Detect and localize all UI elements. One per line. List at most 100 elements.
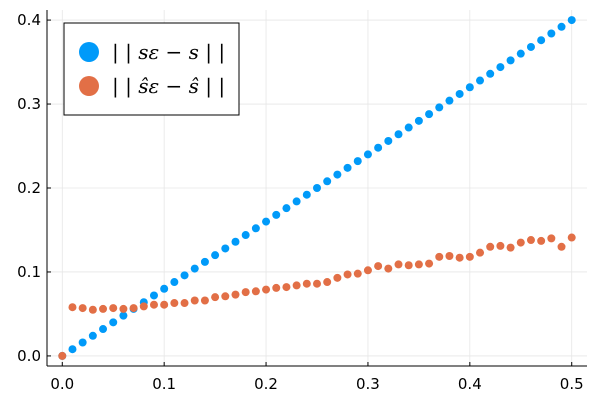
- data-point-series-2: [455, 253, 464, 262]
- data-point-series-2: [58, 351, 67, 360]
- data-point-series-1: [313, 184, 321, 192]
- data-point-series-1: [384, 136, 393, 145]
- data-point-series-2: [119, 304, 128, 313]
- data-point-series-1: [363, 150, 372, 159]
- data-point-series-1: [333, 170, 342, 179]
- x-tick-label: 0.4: [458, 375, 482, 393]
- data-point-series-2: [282, 283, 291, 292]
- data-point-series-2: [404, 261, 413, 270]
- y-tick-label: 0.4: [17, 11, 41, 29]
- data-point-series-2: [313, 279, 321, 288]
- data-point-series-1: [170, 278, 179, 287]
- x-tick-label: 0.0: [50, 375, 74, 393]
- data-point-series-1: [88, 331, 97, 340]
- data-point-series-1: [292, 197, 301, 206]
- data-point-series-2: [547, 234, 556, 243]
- data-points: [58, 16, 576, 360]
- x-tick-label: 0.2: [254, 375, 278, 393]
- data-point-series-1: [119, 311, 128, 320]
- data-point-series-2: [394, 260, 403, 269]
- data-point-series-2: [384, 264, 393, 273]
- data-point-series-2: [160, 300, 169, 309]
- data-point-series-2: [557, 242, 566, 251]
- data-point-series-2: [374, 262, 383, 271]
- data-point-series-2: [170, 299, 179, 308]
- data-point-series-1: [180, 271, 189, 280]
- data-point-series-2: [486, 242, 495, 251]
- legend-label-series-1: | | sε − s | |: [112, 40, 225, 65]
- data-point-series-2: [435, 252, 444, 261]
- x-tick-label: 0.5: [560, 375, 584, 393]
- data-point-series-2: [129, 304, 138, 313]
- legend-label-series-2: | | ŝε − ŝ | |: [112, 74, 225, 99]
- data-point-series-1: [231, 237, 240, 246]
- data-point-series-1: [455, 89, 464, 98]
- data-point-series-1: [149, 291, 158, 300]
- data-point-series-1: [200, 257, 209, 266]
- y-tick-label: 0.0: [17, 347, 41, 365]
- data-point-series-1: [516, 49, 525, 58]
- data-point-series-2: [149, 300, 158, 309]
- data-point-series-1: [567, 16, 576, 25]
- data-point-series-1: [496, 63, 505, 72]
- data-point-series-1: [282, 204, 291, 213]
- data-point-series-1: [160, 284, 169, 293]
- data-point-series-1: [78, 338, 87, 347]
- data-point-series-1: [404, 123, 413, 132]
- data-point-series-2: [333, 273, 342, 282]
- data-point-series-2: [190, 296, 199, 305]
- data-point-series-2: [231, 290, 240, 299]
- data-point-series-2: [567, 233, 576, 242]
- data-point-series-2: [99, 304, 108, 313]
- data-point-series-2: [465, 252, 474, 261]
- data-point-series-2: [353, 269, 362, 278]
- data-point-series-2: [292, 281, 301, 290]
- data-point-series-1: [445, 96, 454, 105]
- data-point-series-2: [221, 292, 230, 301]
- data-point-series-2: [200, 296, 209, 305]
- data-point-series-2: [88, 305, 97, 314]
- data-point-series-2: [272, 283, 281, 292]
- data-point-series-2: [251, 287, 260, 296]
- x-tick-label: 0.3: [356, 375, 380, 393]
- data-point-series-1: [486, 69, 495, 78]
- data-point-series-1: [476, 76, 485, 85]
- data-point-series-1: [547, 29, 556, 38]
- data-point-series-1: [272, 210, 281, 219]
- data-point-series-1: [221, 244, 230, 253]
- data-point-series-2: [425, 259, 434, 268]
- data-point-series-1: [302, 190, 311, 199]
- legend-marker-series-1: [79, 42, 99, 62]
- data-point-series-2: [68, 303, 77, 312]
- data-point-series-2: [496, 241, 505, 250]
- data-point-series-1: [323, 177, 332, 186]
- data-point-series-2: [180, 299, 189, 308]
- y-tick-label: 0.3: [17, 95, 41, 113]
- data-point-series-2: [363, 266, 372, 275]
- data-point-series-1: [353, 157, 362, 166]
- legend: | | sε − s | | | | ŝε − ŝ | |: [63, 22, 240, 116]
- data-point-series-1: [241, 231, 250, 240]
- data-point-series-2: [414, 260, 423, 269]
- legend-box: [63, 22, 240, 116]
- data-point-series-2: [506, 243, 515, 252]
- data-point-series-2: [516, 238, 525, 247]
- data-point-series-1: [506, 56, 515, 65]
- axes: [46, 10, 587, 367]
- data-point-series-1: [414, 116, 423, 125]
- x-tick-label: 0.1: [152, 375, 176, 393]
- data-point-series-2: [241, 288, 250, 297]
- data-point-series-1: [99, 325, 108, 334]
- data-point-series-2: [323, 278, 332, 287]
- data-point-series-2: [526, 236, 535, 245]
- data-point-series-1: [526, 42, 535, 51]
- y-tick-label: 0.2: [17, 179, 41, 197]
- data-point-series-1: [537, 36, 546, 45]
- data-point-series-2: [476, 248, 485, 257]
- legend-marker-series-2: [79, 76, 99, 96]
- data-point-series-1: [425, 110, 434, 119]
- data-point-series-1: [190, 264, 199, 273]
- data-point-series-2: [109, 304, 118, 313]
- data-point-series-2: [262, 285, 271, 294]
